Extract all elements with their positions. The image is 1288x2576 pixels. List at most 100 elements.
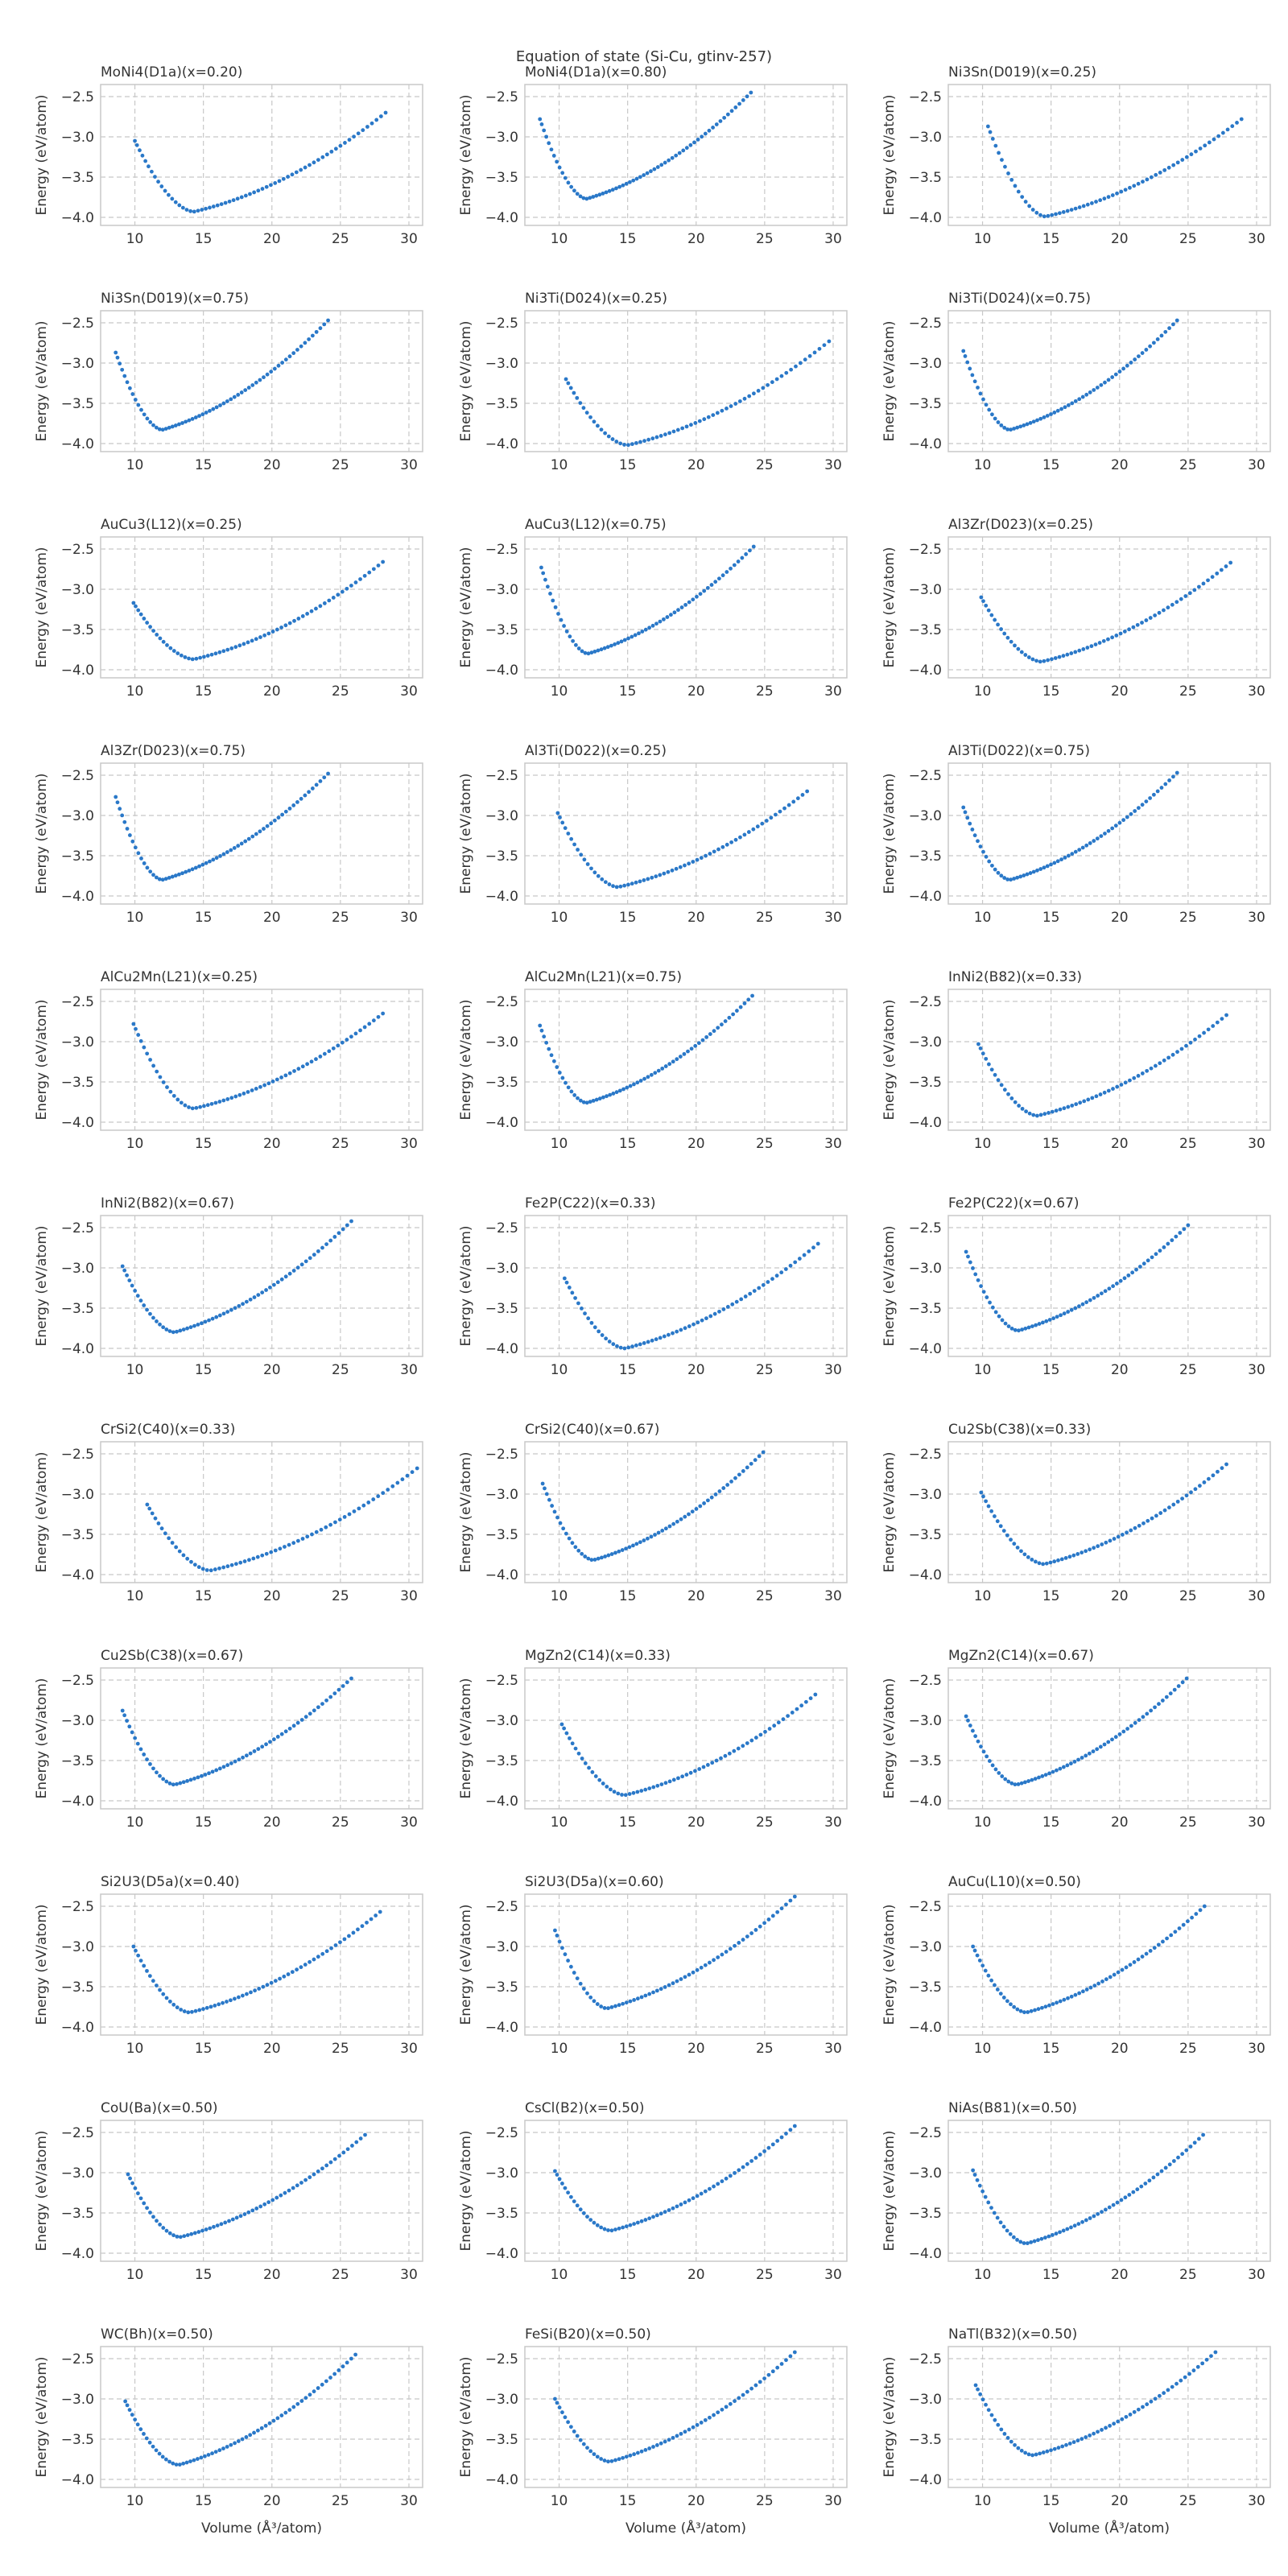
data-point [1203,143,1208,148]
data-point [990,1763,995,1768]
data-point [1114,634,1119,638]
data-point [997,1314,1001,1319]
data-point [717,1309,721,1314]
data-point [247,1558,251,1563]
data-point [766,2372,771,2377]
data-point [572,188,576,193]
data-point [1001,2224,1006,2229]
data-point [360,1924,365,1929]
data-point [1044,1319,1049,1323]
data-point [999,1083,1004,1088]
data-point [1193,1487,1198,1492]
y-tick-label: −3.0 [485,1261,518,1277]
data-point [148,869,153,874]
data-point [647,625,652,630]
data-point [1150,1516,1154,1521]
data-point [623,1793,628,1798]
data-point [194,656,199,661]
data-point [784,2358,788,2363]
data-point [1126,1273,1131,1278]
data-point [349,2356,353,2361]
data-point [336,592,341,597]
data-point [1155,337,1160,341]
data-point [638,1342,642,1347]
data-point [1132,1075,1137,1080]
data-point [581,196,586,200]
data-point [988,1300,992,1305]
y-tick-label: −3.0 [909,1713,942,1729]
data-point [1046,1111,1051,1115]
data-point [631,1790,636,1795]
data-point [185,1326,189,1331]
data-point [612,1790,617,1794]
data-point [980,1051,985,1056]
data-point [1005,1999,1009,2004]
data-point [986,2408,991,2413]
data-point [221,852,226,857]
y-axis-label: Energy (eV/atom) [458,94,474,215]
data-point [244,2435,249,2439]
x-tick-label: 10 [551,1362,568,1378]
axes-frame [100,2120,423,2262]
y-tick-label: −3.0 [485,2165,518,2182]
axes-frame [947,310,1271,452]
data-point [1080,1550,1084,1555]
subplot-title: FeSi(B20)(x=0.50) [525,2326,651,2343]
data-point [209,652,214,657]
subplot-title: Cu2Sb(C38)(x=0.33) [948,1422,1091,1438]
y-axis-label: Energy (eV/atom) [458,1904,474,2025]
data-point [1029,2240,1034,2244]
subplot: 10 15 20 25 30−2.5−3.0−3.5−4.0CoU(Ba)(x=0.50… [34,2100,423,2283]
x-tick-label: 20 [687,1588,705,1604]
data-point [564,1531,568,1536]
data-point [691,860,696,864]
data-point [193,415,198,419]
data-point [1111,1087,1115,1091]
data-point [345,586,349,591]
data-point [1137,1523,1141,1528]
data-point [999,627,1004,631]
data-point [1219,568,1224,572]
data-point [1120,1533,1125,1537]
data-point [1050,1109,1055,1114]
data-point [749,2386,754,2391]
data-point [675,2434,679,2438]
axes-frame [100,1441,423,1583]
data-point [599,2004,604,2008]
data-point [1099,834,1104,838]
subplot: 10 15 20 25 30−2.5−3.0−3.5−4.0AlCu2Mn(L21)(x… [458,969,848,1152]
data-point [1192,588,1197,592]
data-point [139,857,143,861]
data-point [390,1484,395,1488]
x-tick-label: 10 [551,910,568,926]
subplot: 10 15 20 25 30−2.5−3.0−3.5−4.0InNi2(B82)(x=0… [881,969,1271,1152]
data-point [713,580,718,584]
data-point [724,570,729,574]
data-point [1176,2155,1180,2160]
x-tick-label: 30 [400,231,418,247]
data-point [749,1931,754,1935]
data-point [1042,658,1046,663]
data-point [1107,1286,1112,1291]
y-tick-label: −3.5 [61,170,94,186]
data-point [789,367,794,372]
data-point [1116,2419,1121,2424]
data-point [1144,618,1149,622]
data-point [1084,1753,1088,1758]
data-point [123,2399,128,2404]
data-point [592,649,597,654]
data-point [358,1028,362,1033]
data-point [128,2176,132,2181]
data-point [320,1702,324,1707]
data-point [161,639,166,644]
data-point [614,440,619,444]
data-point [1038,2451,1042,2456]
data-point [972,1948,977,1953]
data-point [1095,836,1100,841]
data-point [646,437,651,442]
data-point [986,1062,991,1067]
data-point [1112,1537,1117,1541]
data-point [314,329,319,334]
data-point [794,364,798,369]
data-point [1151,792,1156,797]
